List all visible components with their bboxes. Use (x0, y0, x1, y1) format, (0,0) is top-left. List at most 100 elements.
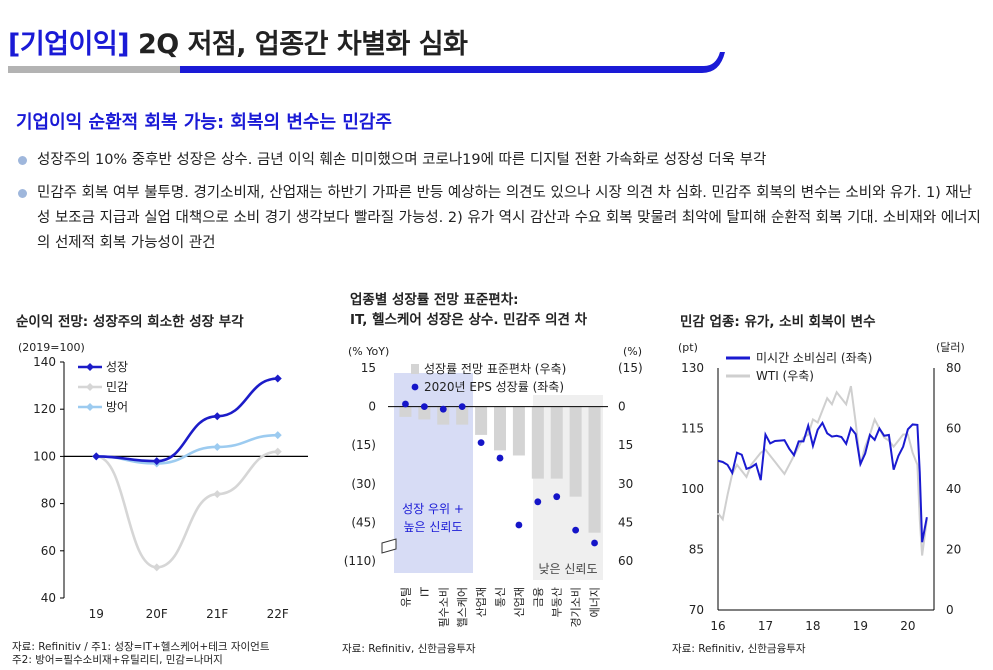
chart1-point (213, 412, 222, 421)
chart2-right-tick: 45 (618, 515, 633, 529)
chart2-bar (418, 406, 431, 420)
chart2-x-tick: 부동산 (551, 587, 564, 617)
chart2-left-tick: (45) (351, 515, 376, 529)
chart2-legend-label: 2020년 EPS 성장률 (좌축) (424, 380, 564, 394)
chart2-x-tick: 산업재 (475, 587, 488, 617)
chart2-x-tick: 필수소비 (437, 587, 450, 627)
chart2-dot (496, 454, 504, 462)
chart2-annotation: 높은 신뢰도 (403, 520, 462, 534)
chart2-dot (534, 498, 542, 506)
chart3-source: 자료: Refinitiv, 신한금융투자 (672, 643, 806, 655)
chart3-x-tick: 18 (805, 619, 820, 633)
chart1-x-tick: 21F (206, 607, 228, 621)
chart2-right-tick: 60 (618, 554, 633, 568)
underline-gray (8, 66, 180, 73)
chart3-left-tick: 130 (681, 361, 704, 375)
chart1-point (152, 563, 161, 572)
chart2-dot (420, 403, 428, 410)
chart2-right-tick: 15 (618, 438, 633, 452)
chart1-y-tick: 40 (41, 591, 56, 605)
chart3-series-line-michigan (717, 420, 928, 543)
chart1-legend-label: 성장 (106, 360, 128, 374)
bullet-item: 성장주의 10% 중후반 성장은 상수. 금년 이익 훼손 미미했으며 코로나1… (18, 148, 983, 173)
chart1-legend-marker (86, 403, 94, 411)
chart3-series-line-wti (717, 385, 928, 556)
chart3-x-tick: 17 (758, 619, 773, 633)
title-bracket: [기업이익] (8, 29, 130, 60)
chart2-x-tick: 신업재 (513, 587, 526, 617)
chart2-right-tick: 0 (618, 400, 626, 414)
chart2-dot (553, 493, 561, 501)
chart2-dot (515, 521, 523, 529)
chart3-svg: (pt) (달러) 70 85 100 115 130 0 20 40 60 80 16 17 18 19 20… (678, 341, 965, 633)
chart1-svg: (2019=100) 40 60 80 100 120 140 19 20F 21F 22F 성장민감… (18, 341, 308, 621)
chart2-source: 자료: Refinitiv, 신한금융투자 (342, 643, 476, 655)
chart1-y-tick: 120 (33, 402, 56, 416)
section-subtitle: 기업이익 순환적 회복 가능: 회복의 변수는 민감주 (16, 112, 392, 133)
chart3-x-tick: 20 (900, 619, 915, 633)
chart2-left-tick: (30) (351, 477, 376, 491)
chart3-title: 민감 업종: 유가, 소비 회복이 변수 (680, 314, 876, 330)
chart2-bar (569, 406, 582, 497)
chart3-left-tick: 115 (681, 422, 704, 436)
chart2-bar (512, 406, 525, 456)
chart2-left-tick: (15) (351, 438, 376, 452)
chart2-bar (399, 406, 412, 417)
chart2-left-tick: (110) (344, 554, 376, 568)
chart2-dot (591, 539, 598, 547)
chart1-x-tick: 20F (146, 607, 168, 621)
chart2-legend-swatch (411, 364, 419, 374)
chart1-point (92, 452, 101, 461)
chart1-point (273, 447, 282, 456)
chart1-unit-label: (2019=100) (18, 341, 85, 354)
chart3-right-unit: (달러) (936, 341, 965, 354)
chart3-x-tick: 16 (710, 619, 725, 633)
chart3-right-tick: 40 (946, 482, 961, 496)
chart2-x-tick: 통신 (494, 587, 507, 607)
chart1-series-line-민감 (95, 450, 278, 569)
chart2-axis-break (381, 538, 397, 554)
page-title: [기업이익] 2Q 저점, 업종간 차별화 심화 (8, 22, 468, 61)
chart2-title-line1: 업종별 성장률 전망 표준편차: (350, 292, 519, 308)
chart3-left-tick: 100 (681, 482, 704, 496)
chart1-title: 순이익 전망: 성장주의 희소한 성장 부각 (16, 314, 244, 330)
chart2-bar (437, 406, 450, 425)
chart2-annotation: 낮은 신뢰도 (538, 562, 597, 576)
chart2-x-tick: 경기소비 (570, 587, 583, 627)
chart1-point (273, 374, 282, 383)
chart1-source: 자료: Refinitiv / 주1: 성장=IT+헬스케어+테크 자이언트 주… (12, 641, 270, 667)
chart1-x-tick: 22F (267, 607, 289, 621)
chart2-title-line2: IT, 헬스케어 성장은 상수. 민감주 의견 차 (350, 312, 588, 328)
chart1-legend-label: 방어 (106, 400, 128, 414)
chart1-y-tick: 60 (41, 544, 56, 558)
chart2-bar (494, 406, 506, 451)
chart2-left-unit: (% YoY) (348, 345, 389, 358)
chart1-point (273, 431, 282, 440)
chart2-bar (456, 406, 469, 425)
chart2-legend-label: 성장률 전망 표준편차 (우축) (424, 362, 566, 376)
chart2-right-tick: (15) (618, 361, 643, 375)
chart1-y-tick: 100 (33, 449, 56, 463)
bullet-list: 성장주의 10% 중후반 성장은 상수. 금년 이익 훼손 미미했으며 코로나1… (18, 148, 983, 264)
chart1-y-tick: 80 (41, 497, 56, 511)
chart2-x-tick: 에너지 (589, 587, 602, 617)
chart3-legend-label: WTI (우축) (756, 369, 814, 383)
chart3-right-tick: 20 (946, 543, 961, 557)
chart1-series-line-성장 (96, 377, 278, 463)
chart2-dot (439, 405, 447, 413)
chart2-left-tick: 0 (368, 400, 376, 414)
chart2-bar (588, 406, 601, 533)
chart2-dot (572, 526, 580, 534)
chart1-point (213, 490, 222, 499)
chart1-point (213, 442, 222, 451)
underline-blue (180, 52, 725, 73)
chart2-annotation: 성장 우위 + (402, 502, 464, 516)
chart3-left-tick: 70 (689, 603, 704, 617)
chart2-bar (475, 406, 488, 435)
chart1-legend-marker (86, 383, 94, 391)
chart2-right-tick: 30 (618, 477, 633, 491)
title-underline (8, 52, 725, 73)
chart1-source-line2: 주2: 방어=필수소비재+유틸리티, 민감=나머지 (12, 654, 223, 666)
chart1-point (152, 457, 161, 466)
title-text: 2Q 저점, 업종간 차별화 심화 (137, 29, 468, 60)
